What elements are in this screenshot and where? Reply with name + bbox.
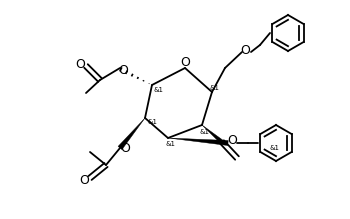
Text: O: O [240,44,250,57]
Text: O: O [180,57,190,69]
Text: &1: &1 [269,145,279,151]
Text: O: O [120,143,130,155]
Text: O: O [75,58,85,71]
Polygon shape [168,138,228,145]
Text: &1: &1 [154,87,164,93]
Text: &1: &1 [147,119,157,125]
Text: O: O [227,134,237,148]
Text: &1: &1 [165,141,175,147]
Text: O: O [118,65,128,78]
Polygon shape [202,125,223,143]
Text: O: O [79,173,89,187]
Text: &1: &1 [199,129,209,135]
Polygon shape [118,118,145,150]
Text: &1: &1 [210,85,220,91]
